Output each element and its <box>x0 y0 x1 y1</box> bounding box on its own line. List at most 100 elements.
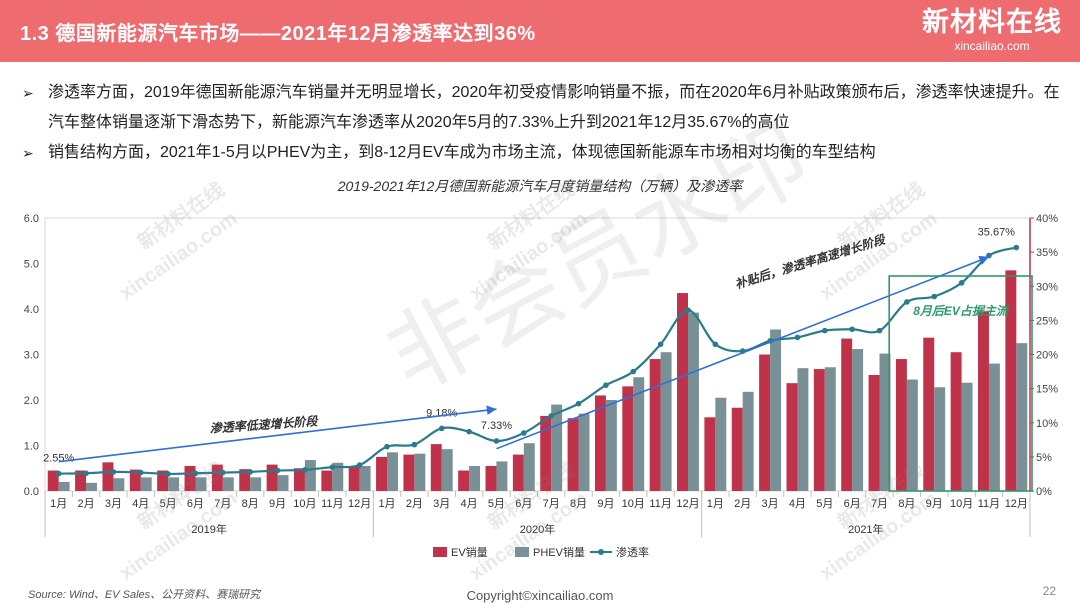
phev-bar <box>961 382 973 491</box>
x-tick-label: 9月 <box>269 498 286 510</box>
x-tick-label: 11月 <box>321 498 343 510</box>
phev-bar <box>441 449 453 491</box>
penetration-point <box>931 293 938 300</box>
penetration-point <box>220 469 226 476</box>
ev-bar <box>239 469 251 491</box>
penetration-point <box>849 326 855 333</box>
x-tick-label: 2月 <box>734 498 751 510</box>
phev-bar <box>934 387 946 491</box>
trend-arrow-high <box>496 255 990 450</box>
bullet-text: 销售结构方面，2021年1-5月以PHEV为主，到8-12月EV车成为市场主流，… <box>48 144 876 161</box>
legend-ev-swatch <box>433 547 447 557</box>
phev-bar <box>879 353 891 491</box>
ev-bar <box>649 359 661 491</box>
phev-bar <box>469 465 481 491</box>
x-tick-label: 2月 <box>406 498 423 510</box>
ev-bar <box>622 386 634 491</box>
x-tick-label: 4月 <box>789 498 806 510</box>
copyright: Copyright©xincailiao.com <box>466 588 614 603</box>
bullet-item: ➢ 销售结构方面，2021年1-5月以PHEV为主，到8-12月EV车成为市场主… <box>22 138 1072 168</box>
ev-bar <box>321 470 333 491</box>
penetration-point <box>411 441 418 448</box>
y-left-tick-label: 2.0 <box>24 395 39 407</box>
x-tick-label: 8月 <box>898 498 915 510</box>
ev-bar <box>677 293 688 491</box>
ev-bar <box>376 456 388 491</box>
page-number: 22 <box>1042 584 1056 598</box>
ev-bar <box>923 337 935 491</box>
year-label: 2020年 <box>520 522 555 536</box>
ev-bar <box>458 470 470 491</box>
y-left-tick-label: 1.0 <box>24 441 39 453</box>
x-tick-label: 10月 <box>293 498 316 510</box>
phev-bar <box>195 477 207 491</box>
x-tick-label: 4月 <box>461 498 478 510</box>
ev-bar <box>567 418 579 491</box>
source-note: Source: Wind、EV Sales、公开资料、赛瑞研究 <box>28 589 261 601</box>
penetration-point <box>302 467 308 473</box>
bullet-list: ➢ 渗透率方面，2019年德国新能源汽车销量并无明显增长，2020年初受疫情影响… <box>22 78 1072 168</box>
y-right-tick-label: 30% <box>1036 281 1058 293</box>
phev-bar <box>715 397 727 491</box>
x-tick-label: 6月 <box>844 498 861 510</box>
ev-bar <box>978 311 989 491</box>
penetration-point <box>548 413 554 419</box>
x-tick-label: 12月 <box>348 498 371 510</box>
ev-bar <box>129 469 141 491</box>
data-label: 2.55% <box>43 453 74 465</box>
phev-bar <box>304 460 316 491</box>
penetration-point <box>1013 244 1020 251</box>
phev-bar <box>1016 343 1028 491</box>
annotation-ev-dominant: 8月后EV占据主流 <box>913 304 1010 318</box>
legend-penetration-label: 渗透率 <box>616 545 649 559</box>
ev-bar <box>430 444 442 491</box>
x-tick-label: 12月 <box>676 498 699 510</box>
phev-bar <box>58 481 70 491</box>
phev-bar <box>906 379 918 491</box>
logo-main-text: 新材料在线 <box>922 7 1062 37</box>
x-tick-label: 8月 <box>570 498 587 510</box>
y-right-tick-label: 10% <box>1036 418 1058 430</box>
penetration-point <box>466 428 472 435</box>
penetration-point <box>712 341 719 348</box>
phev-bar <box>140 477 152 491</box>
phev-bar <box>359 465 371 491</box>
ev-bar <box>184 465 196 491</box>
x-tick-label: 7月 <box>214 498 231 510</box>
legend-phev-label: PHEV销量 <box>533 545 585 559</box>
bullet-item: ➢ 渗透率方面，2019年德国新能源汽车销量并无明显增长，2020年初受疫情影响… <box>22 78 1072 138</box>
phev-bar <box>687 312 699 491</box>
x-tick-label: 2月 <box>77 498 94 510</box>
penetration-point <box>83 470 89 477</box>
x-tick-label: 9月 <box>926 498 943 510</box>
x-tick-label: 11月 <box>978 498 1000 510</box>
brand-logo: 新材料在线 xincailiao.com <box>922 6 1062 52</box>
ev-dominant-box <box>888 275 1033 492</box>
x-tick-label: 12月 <box>1005 498 1028 510</box>
legend-penetration-marker <box>598 549 604 555</box>
x-tick-label: 1月 <box>378 498 395 510</box>
phev-bar <box>387 452 398 491</box>
x-tick-label: 10月 <box>622 498 645 510</box>
penetration-point <box>603 382 609 389</box>
ev-bar <box>512 454 524 491</box>
chart: 0.0 1.0 2.0 3.0 4.0 5.0 6.0 0% 5% 10% 15% 20% 25% 30%… <box>24 213 1059 559</box>
ev-bar <box>895 359 907 491</box>
year-label: 2021年 <box>848 522 883 536</box>
x-tick-label: 5月 <box>160 498 177 510</box>
y-right-tick-label: 40% <box>1036 213 1058 225</box>
x-tick-label: 10月 <box>950 498 973 510</box>
ev-bar <box>731 407 743 491</box>
ev-bar <box>841 338 853 491</box>
phev-bar <box>332 462 344 491</box>
x-tick-label: 1月 <box>50 498 67 510</box>
ev-bar <box>211 464 223 491</box>
phev-bar <box>770 329 782 491</box>
phev-bar <box>496 461 508 491</box>
page-title: 1.3 德国新能源汽车市场——2021年12月渗透率达到36% <box>20 23 536 45</box>
penetration-point <box>685 307 691 313</box>
ev-bar <box>950 352 962 491</box>
x-tick-label: 7月 <box>543 498 560 510</box>
x-tick-label: 7月 <box>871 498 888 510</box>
x-tick-label: 6月 <box>187 498 204 510</box>
